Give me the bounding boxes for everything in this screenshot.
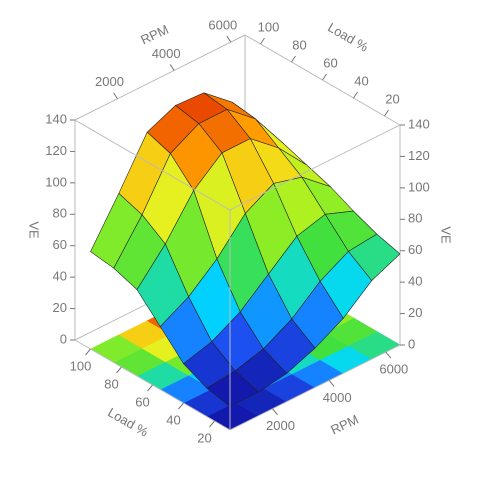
axis-title: VE [439, 226, 454, 244]
tick-label: 60 [135, 394, 149, 409]
tick-label: 20 [53, 300, 67, 315]
tick-label: 0 [60, 331, 67, 346]
tick-label: 4000 [152, 46, 181, 61]
tick-mark [260, 37, 265, 45]
tick-mark [116, 366, 122, 374]
tick-mark [322, 73, 327, 81]
tick-label: 120 [408, 148, 430, 163]
tick-label: 120 [45, 143, 67, 158]
tick-label: 80 [292, 37, 306, 52]
tick-mark [384, 109, 389, 117]
tick-mark [147, 384, 153, 392]
tick-label: 80 [53, 206, 67, 221]
tick-label: 60 [53, 237, 67, 252]
box-edge [229, 124, 401, 211]
tick-label: 0 [408, 336, 415, 351]
tick-label: 100 [70, 358, 92, 373]
axis-title: RPM [138, 22, 171, 48]
tick-label: 60 [323, 55, 337, 70]
tick-label: 140 [45, 111, 67, 126]
tick-mark [328, 380, 335, 387]
tick-mark [226, 35, 232, 43]
axis-title: VE [27, 221, 42, 239]
axis-title: Load % [105, 405, 151, 440]
tick-label: 2000 [95, 74, 124, 89]
tick-label: 140 [408, 116, 430, 131]
box-edge [74, 34, 246, 121]
tick-mark [209, 420, 215, 428]
tick-mark [85, 348, 91, 356]
tick-mark [272, 408, 278, 416]
tick-mark [178, 402, 184, 410]
tick-mark [113, 92, 118, 100]
tick-label: 100 [258, 19, 280, 34]
tick-mark [169, 64, 175, 71]
box-edge [74, 119, 231, 211]
tick-label: 60 [408, 242, 422, 257]
tick-mark [385, 351, 392, 359]
tick-label: 20 [408, 305, 422, 320]
tick-label: 20 [197, 430, 211, 445]
tick-label: 40 [166, 412, 180, 427]
box-front [74, 119, 401, 431]
tick-label: 20 [385, 91, 399, 106]
surface [90, 92, 401, 407]
tick-label: 40 [408, 274, 422, 289]
tick-mark [291, 55, 296, 63]
tick-label: 6000 [379, 362, 408, 377]
tick-label: 100 [408, 179, 430, 194]
tick-label: 40 [53, 269, 67, 284]
tick-label: 6000 [208, 18, 237, 33]
tick-label: 4000 [323, 390, 352, 405]
axis-title: RPM [328, 412, 361, 438]
axis-title: Load % [325, 20, 371, 55]
tick-label: 100 [45, 174, 67, 189]
tick-mark [353, 91, 358, 99]
box-edge [229, 344, 401, 431]
tick-label: 2000 [266, 418, 295, 433]
surface-cell [206, 370, 259, 407]
tick-label: 80 [408, 211, 422, 226]
tick-label: 40 [354, 73, 368, 88]
tick-label: 80 [104, 376, 118, 391]
